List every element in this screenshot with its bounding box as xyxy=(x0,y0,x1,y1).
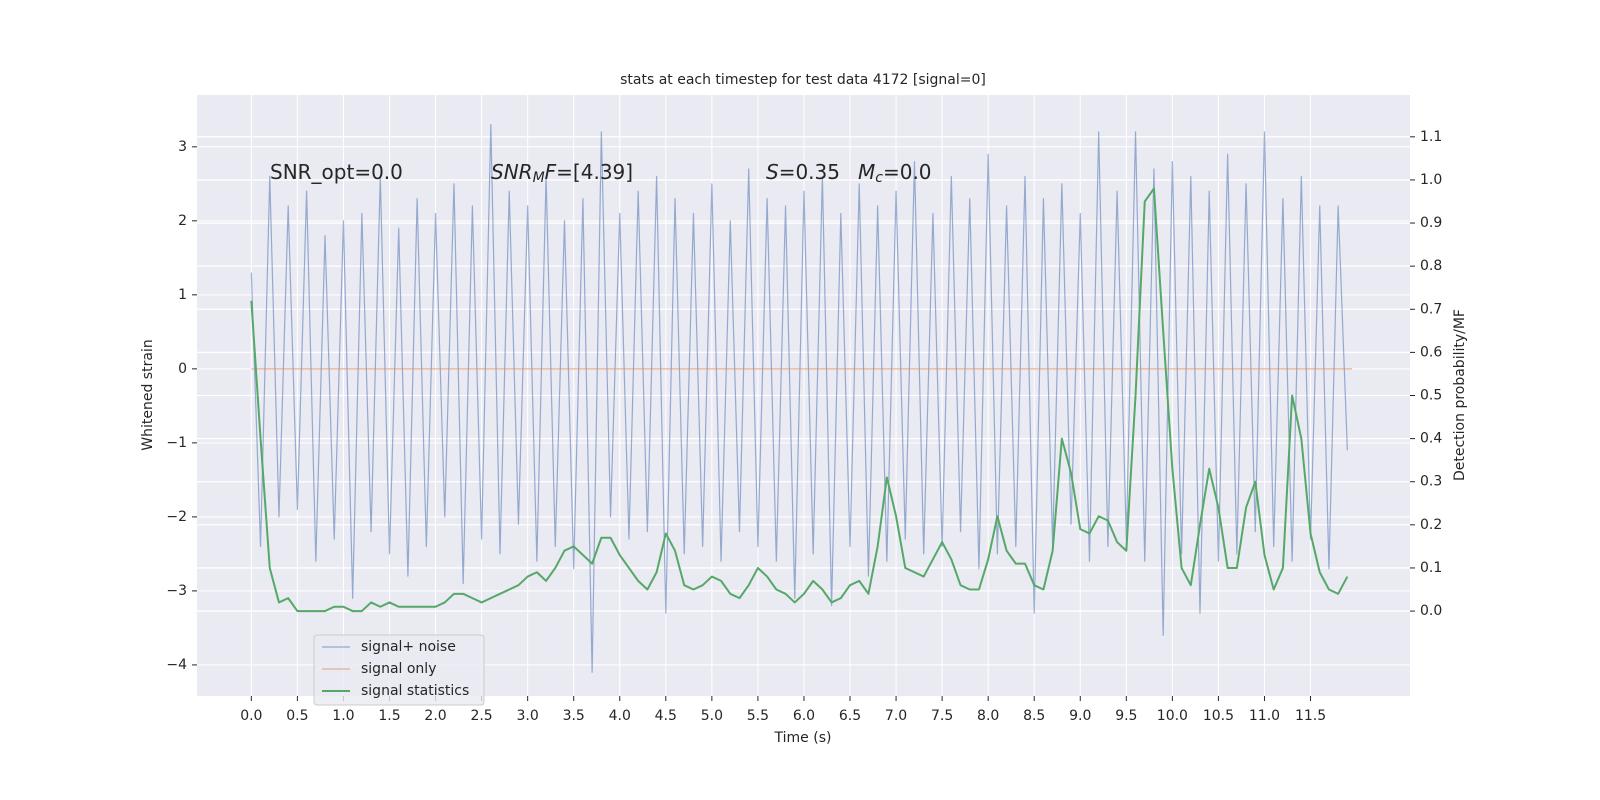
x-tick-label: 7.0 xyxy=(885,708,907,724)
y2-tick-label: 0.9 xyxy=(1420,215,1442,231)
y2-tick-label: 0.2 xyxy=(1420,517,1442,533)
x-tick-label: 2.5 xyxy=(470,708,492,724)
annotation: Mc=0.0 xyxy=(858,160,932,187)
annotation-part: M xyxy=(533,170,545,186)
y-tick-label: −1 xyxy=(166,435,187,451)
y-axis-label: Whitened strain xyxy=(140,339,156,450)
x-tick-label: 3.5 xyxy=(563,708,585,724)
x-tick-label: 3.0 xyxy=(517,708,539,724)
legend-label: signal statistics xyxy=(361,683,469,699)
y2-tick-label: 1.0 xyxy=(1420,172,1442,188)
x-tick-label: 0.0 xyxy=(240,708,262,724)
series-line xyxy=(250,124,1348,673)
annotation-part: =0.0 xyxy=(883,160,932,184)
y2-tick-label: 1.1 xyxy=(1420,129,1442,145)
y2-tick-label: 0.0 xyxy=(1420,603,1442,619)
x-tick-label: 6.0 xyxy=(793,708,815,724)
annotation: SNRMF=[4.39] xyxy=(491,160,633,187)
y2-tick-label: 0.3 xyxy=(1420,474,1442,490)
y2-axis-label: Detection probability/MF xyxy=(1452,309,1468,481)
x-tick-label: 1.5 xyxy=(378,708,400,724)
legend: signal+ noise signal only signal statistic… xyxy=(313,634,485,706)
y2-tick-label: 0.1 xyxy=(1420,560,1442,576)
annotation-part: =0.35 xyxy=(779,160,840,184)
annotation-part: SNR_opt=0.0 xyxy=(270,160,403,184)
legend-label: signal only xyxy=(361,661,436,677)
x-tick-label: 10.5 xyxy=(1203,708,1234,724)
series-line xyxy=(250,187,1349,613)
x-tick-label: 9.5 xyxy=(1115,708,1137,724)
x-tick-label: 8.0 xyxy=(977,708,999,724)
x-tick-label: 11.5 xyxy=(1295,708,1326,724)
x-tick-label: 4.5 xyxy=(655,708,677,724)
annotation-part: M xyxy=(858,160,875,184)
x-tick-label: 0.5 xyxy=(286,708,308,724)
annotation-part: F xyxy=(545,160,557,184)
y-tick-label: −4 xyxy=(166,657,187,673)
x-tick-label: 7.5 xyxy=(931,708,953,724)
annotation-part: =[4.39] xyxy=(556,160,633,184)
y-tick-label: 2 xyxy=(178,213,187,229)
annotation: SNR_opt=0.0 xyxy=(270,160,403,184)
y2-tick-label: 0.4 xyxy=(1420,431,1442,447)
chart-title: stats at each timestep for test data 417… xyxy=(620,72,986,88)
y2-tick-label: 0.7 xyxy=(1420,301,1442,317)
y2-tick-label: 0.5 xyxy=(1420,388,1442,404)
legend-label: signal+ noise xyxy=(361,639,456,655)
x-tick-label: 8.5 xyxy=(1023,708,1045,724)
annotation-part: SNR xyxy=(491,160,533,184)
x-tick-label: 2.0 xyxy=(424,708,446,724)
y2-tick-label: 0.8 xyxy=(1420,258,1442,274)
x-tick-label: 1.0 xyxy=(332,708,354,724)
annotation-part: c xyxy=(875,170,883,186)
x-tick-label: 11.0 xyxy=(1249,708,1280,724)
x-tick-label: 9.0 xyxy=(1069,708,1091,724)
legend-box xyxy=(313,634,485,706)
x-axis-label: Time (s) xyxy=(774,730,832,746)
annotation: S=0.35 xyxy=(766,160,840,184)
x-tick-label: 5.0 xyxy=(701,708,723,724)
y-tick-label: −2 xyxy=(166,509,187,525)
y-tick-label: 0 xyxy=(178,361,187,377)
x-tick-label: 10.0 xyxy=(1157,708,1188,724)
x-tick-label: 4.0 xyxy=(609,708,631,724)
x-tick-label: 5.5 xyxy=(747,708,769,724)
annotation-part: S xyxy=(766,160,779,184)
y-tick-label: −3 xyxy=(166,583,187,599)
y2-tick-label: 0.6 xyxy=(1420,344,1442,360)
y-tick-label: 3 xyxy=(178,139,187,155)
y-tick-label: 1 xyxy=(178,287,187,303)
x-tick-label: 6.5 xyxy=(839,708,861,724)
